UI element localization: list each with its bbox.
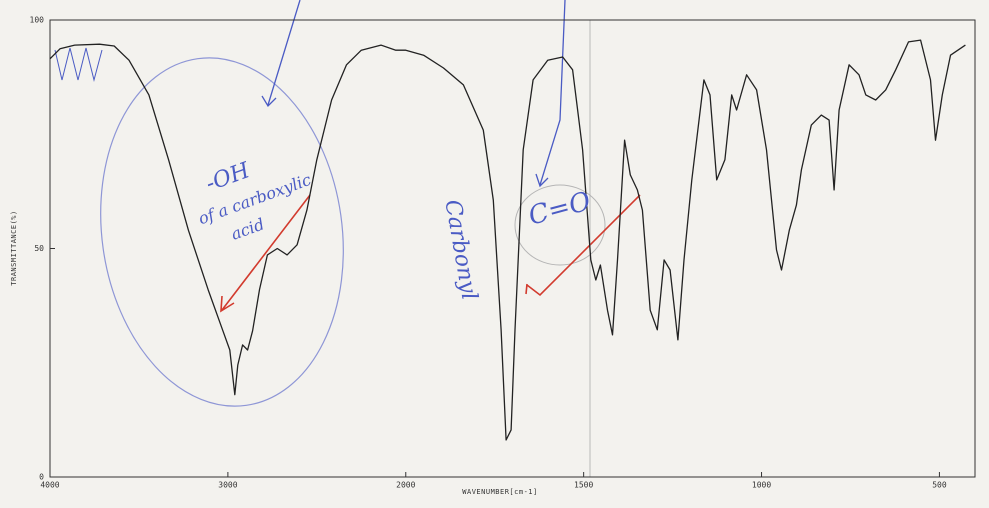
y-tick-label: 50 [34, 244, 44, 253]
x-tick-label: 1500 [574, 481, 593, 490]
x-axis-label: WAVENUMBER[cm-1] [462, 488, 537, 496]
x-tick-label: 3000 [218, 481, 237, 490]
x-tick-label: 2000 [396, 481, 415, 490]
chart: TRANSMITTANCE(%) WAVENUMBER[cm-1] 050100… [0, 0, 989, 508]
y-axis-label: TRANSMITTANCE(%) [10, 210, 18, 285]
x-tick-label: 4000 [40, 481, 59, 490]
x-tick-label: 500 [932, 481, 947, 490]
y-tick-label: 100 [30, 16, 45, 25]
x-tick-label: 1000 [752, 481, 771, 490]
paper [0, 0, 989, 508]
